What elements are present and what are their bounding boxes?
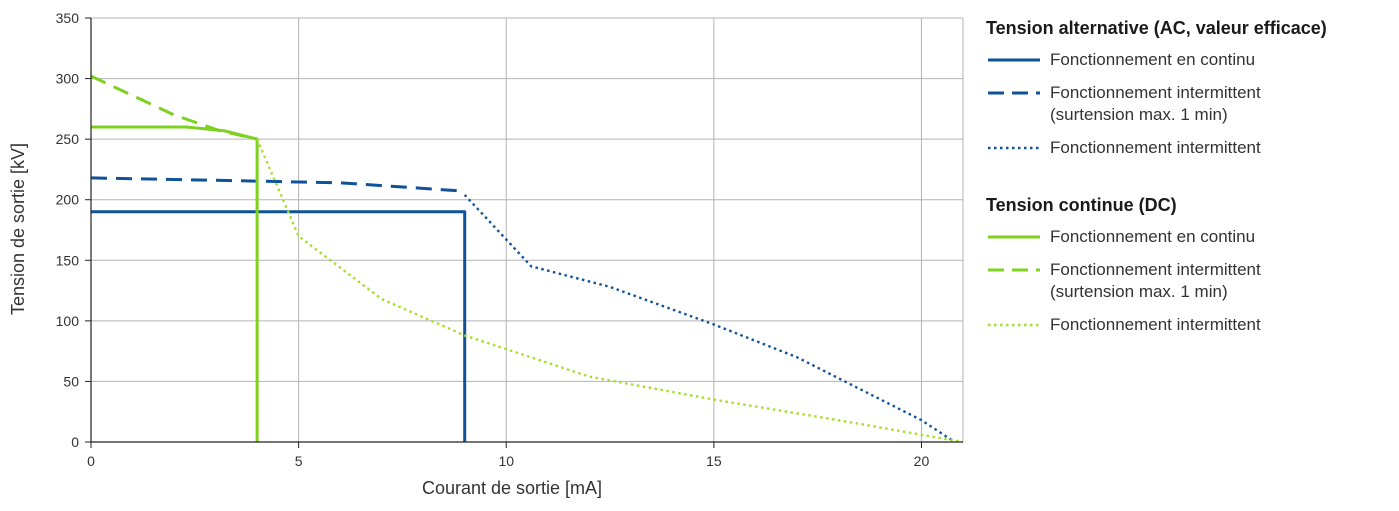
legend-item: Fonctionnement intermittent — [986, 137, 1396, 159]
series-line-dc-continu — [91, 125, 259, 442]
legend-label: Fonctionnement en continu — [1050, 50, 1256, 69]
legend-label-block: Fonctionnement en continu — [1050, 49, 1255, 71]
series-line-dc-surtension — [90, 74, 258, 141]
x-tick-label: 20 — [914, 453, 930, 469]
y-tick-label: 300 — [56, 71, 80, 87]
legend-swatch — [988, 58, 1040, 62]
x-axis-title: Courant de sortie [mA] — [422, 478, 602, 498]
legend-label-block: Fonctionnement intermittent — [1050, 314, 1261, 336]
series-line-ac-continu — [91, 210, 467, 442]
legend-swatch — [988, 146, 1040, 150]
legend-label-block: Fonctionnement intermittent (surtension m… — [1050, 82, 1261, 126]
legend-item: Fonctionnement intermittent (surtension m… — [986, 259, 1396, 303]
legend-item: Fonctionnement intermittent — [986, 314, 1396, 336]
legend-label-note: (surtension max. 1 min) — [1050, 105, 1228, 124]
x-tick-label: 10 — [498, 453, 514, 469]
y-tick-label: 100 — [56, 313, 80, 329]
y-tick-label: 0 — [71, 434, 79, 450]
legend-label-block: Fonctionnement intermittent — [1050, 137, 1261, 159]
y-tick-label: 350 — [56, 10, 80, 26]
legend: Tension alternative (AC, valeur efficace… — [986, 18, 1396, 347]
legend-label-block: Fonctionnement intermittent (surtension m… — [1050, 259, 1261, 303]
legend-label: Fonctionnement intermittent — [1050, 260, 1261, 279]
series-line-ac-surtension — [90, 176, 465, 193]
x-tick-label: 0 — [87, 453, 95, 469]
legend-label: Fonctionnement en continu — [1050, 227, 1256, 246]
grid — [90, 17, 964, 443]
y-tick-label: 250 — [56, 131, 80, 147]
y-tick-label: 50 — [63, 373, 79, 389]
legend-label: Fonctionnement intermittent — [1050, 138, 1261, 157]
y-tick-label: 200 — [56, 192, 80, 208]
legend-group: Tension alternative (AC, valeur efficace… — [986, 18, 1396, 159]
series-layer — [90, 74, 964, 444]
y-axis-title: Tension de sortie [kV] — [8, 143, 28, 315]
legend-group: Tension continue (DC) Fonctionnement en c… — [986, 195, 1396, 336]
series-line-ac-intermittent — [463, 194, 956, 444]
legend-group-title: Tension continue (DC) — [986, 195, 1177, 215]
legend-group-title: Tension alternative (AC, valeur efficace… — [986, 18, 1327, 38]
legend-label-block: Fonctionnement en continu — [1050, 226, 1255, 248]
legend-label: Fonctionnement intermittent — [1050, 315, 1261, 334]
x-tick-label: 15 — [706, 453, 722, 469]
legend-item: Fonctionnement en continu — [986, 226, 1396, 248]
legend-swatch — [988, 235, 1040, 239]
legend-item: Fonctionnement intermittent (surtension m… — [986, 82, 1396, 126]
legend-swatch — [988, 323, 1040, 327]
legend-label: Fonctionnement intermittent — [1050, 83, 1261, 102]
legend-swatch — [988, 91, 1040, 95]
legend-label-note: (surtension max. 1 min) — [1050, 282, 1228, 301]
legend-item: Fonctionnement en continu — [986, 49, 1396, 71]
series-line-dc-intermittent — [255, 138, 964, 444]
x-tick-label: 5 — [295, 453, 303, 469]
legend-swatch — [988, 268, 1040, 272]
axes: 0 50 100 150 200 250 300 350 0 5 10 15 20 — [56, 10, 963, 469]
y-tick-label: 150 — [56, 252, 80, 268]
